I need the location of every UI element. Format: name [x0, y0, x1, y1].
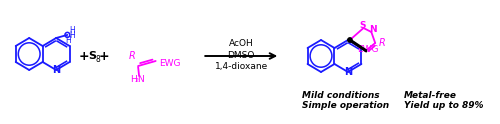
Text: +: + [99, 49, 110, 62]
Text: N: N [344, 67, 352, 77]
Text: Mild conditions: Mild conditions [302, 92, 379, 100]
Text: Simple operation: Simple operation [302, 102, 388, 110]
Text: 1,4-dioxane: 1,4-dioxane [214, 62, 268, 71]
Text: 2: 2 [134, 78, 138, 83]
Text: 8: 8 [96, 55, 100, 64]
Text: H: H [70, 26, 75, 35]
Text: S: S [360, 21, 366, 31]
Text: N: N [52, 65, 60, 75]
Text: +: + [78, 49, 89, 62]
Text: Metal-free: Metal-free [404, 92, 456, 100]
Polygon shape [350, 39, 366, 52]
Text: H: H [70, 31, 75, 40]
Text: EWG: EWG [160, 59, 181, 67]
Text: EWG: EWG [356, 45, 378, 54]
Circle shape [348, 38, 352, 42]
Text: H: H [130, 75, 136, 83]
Text: AcOH: AcOH [229, 40, 254, 48]
Text: R: R [129, 51, 136, 61]
Text: R: R [378, 38, 386, 48]
Text: N: N [370, 26, 377, 34]
Text: DMSO: DMSO [228, 51, 255, 61]
Text: N: N [136, 75, 143, 83]
Text: H: H [66, 36, 71, 45]
Text: S: S [88, 51, 96, 61]
Text: Yield up to 89%: Yield up to 89% [404, 102, 483, 110]
